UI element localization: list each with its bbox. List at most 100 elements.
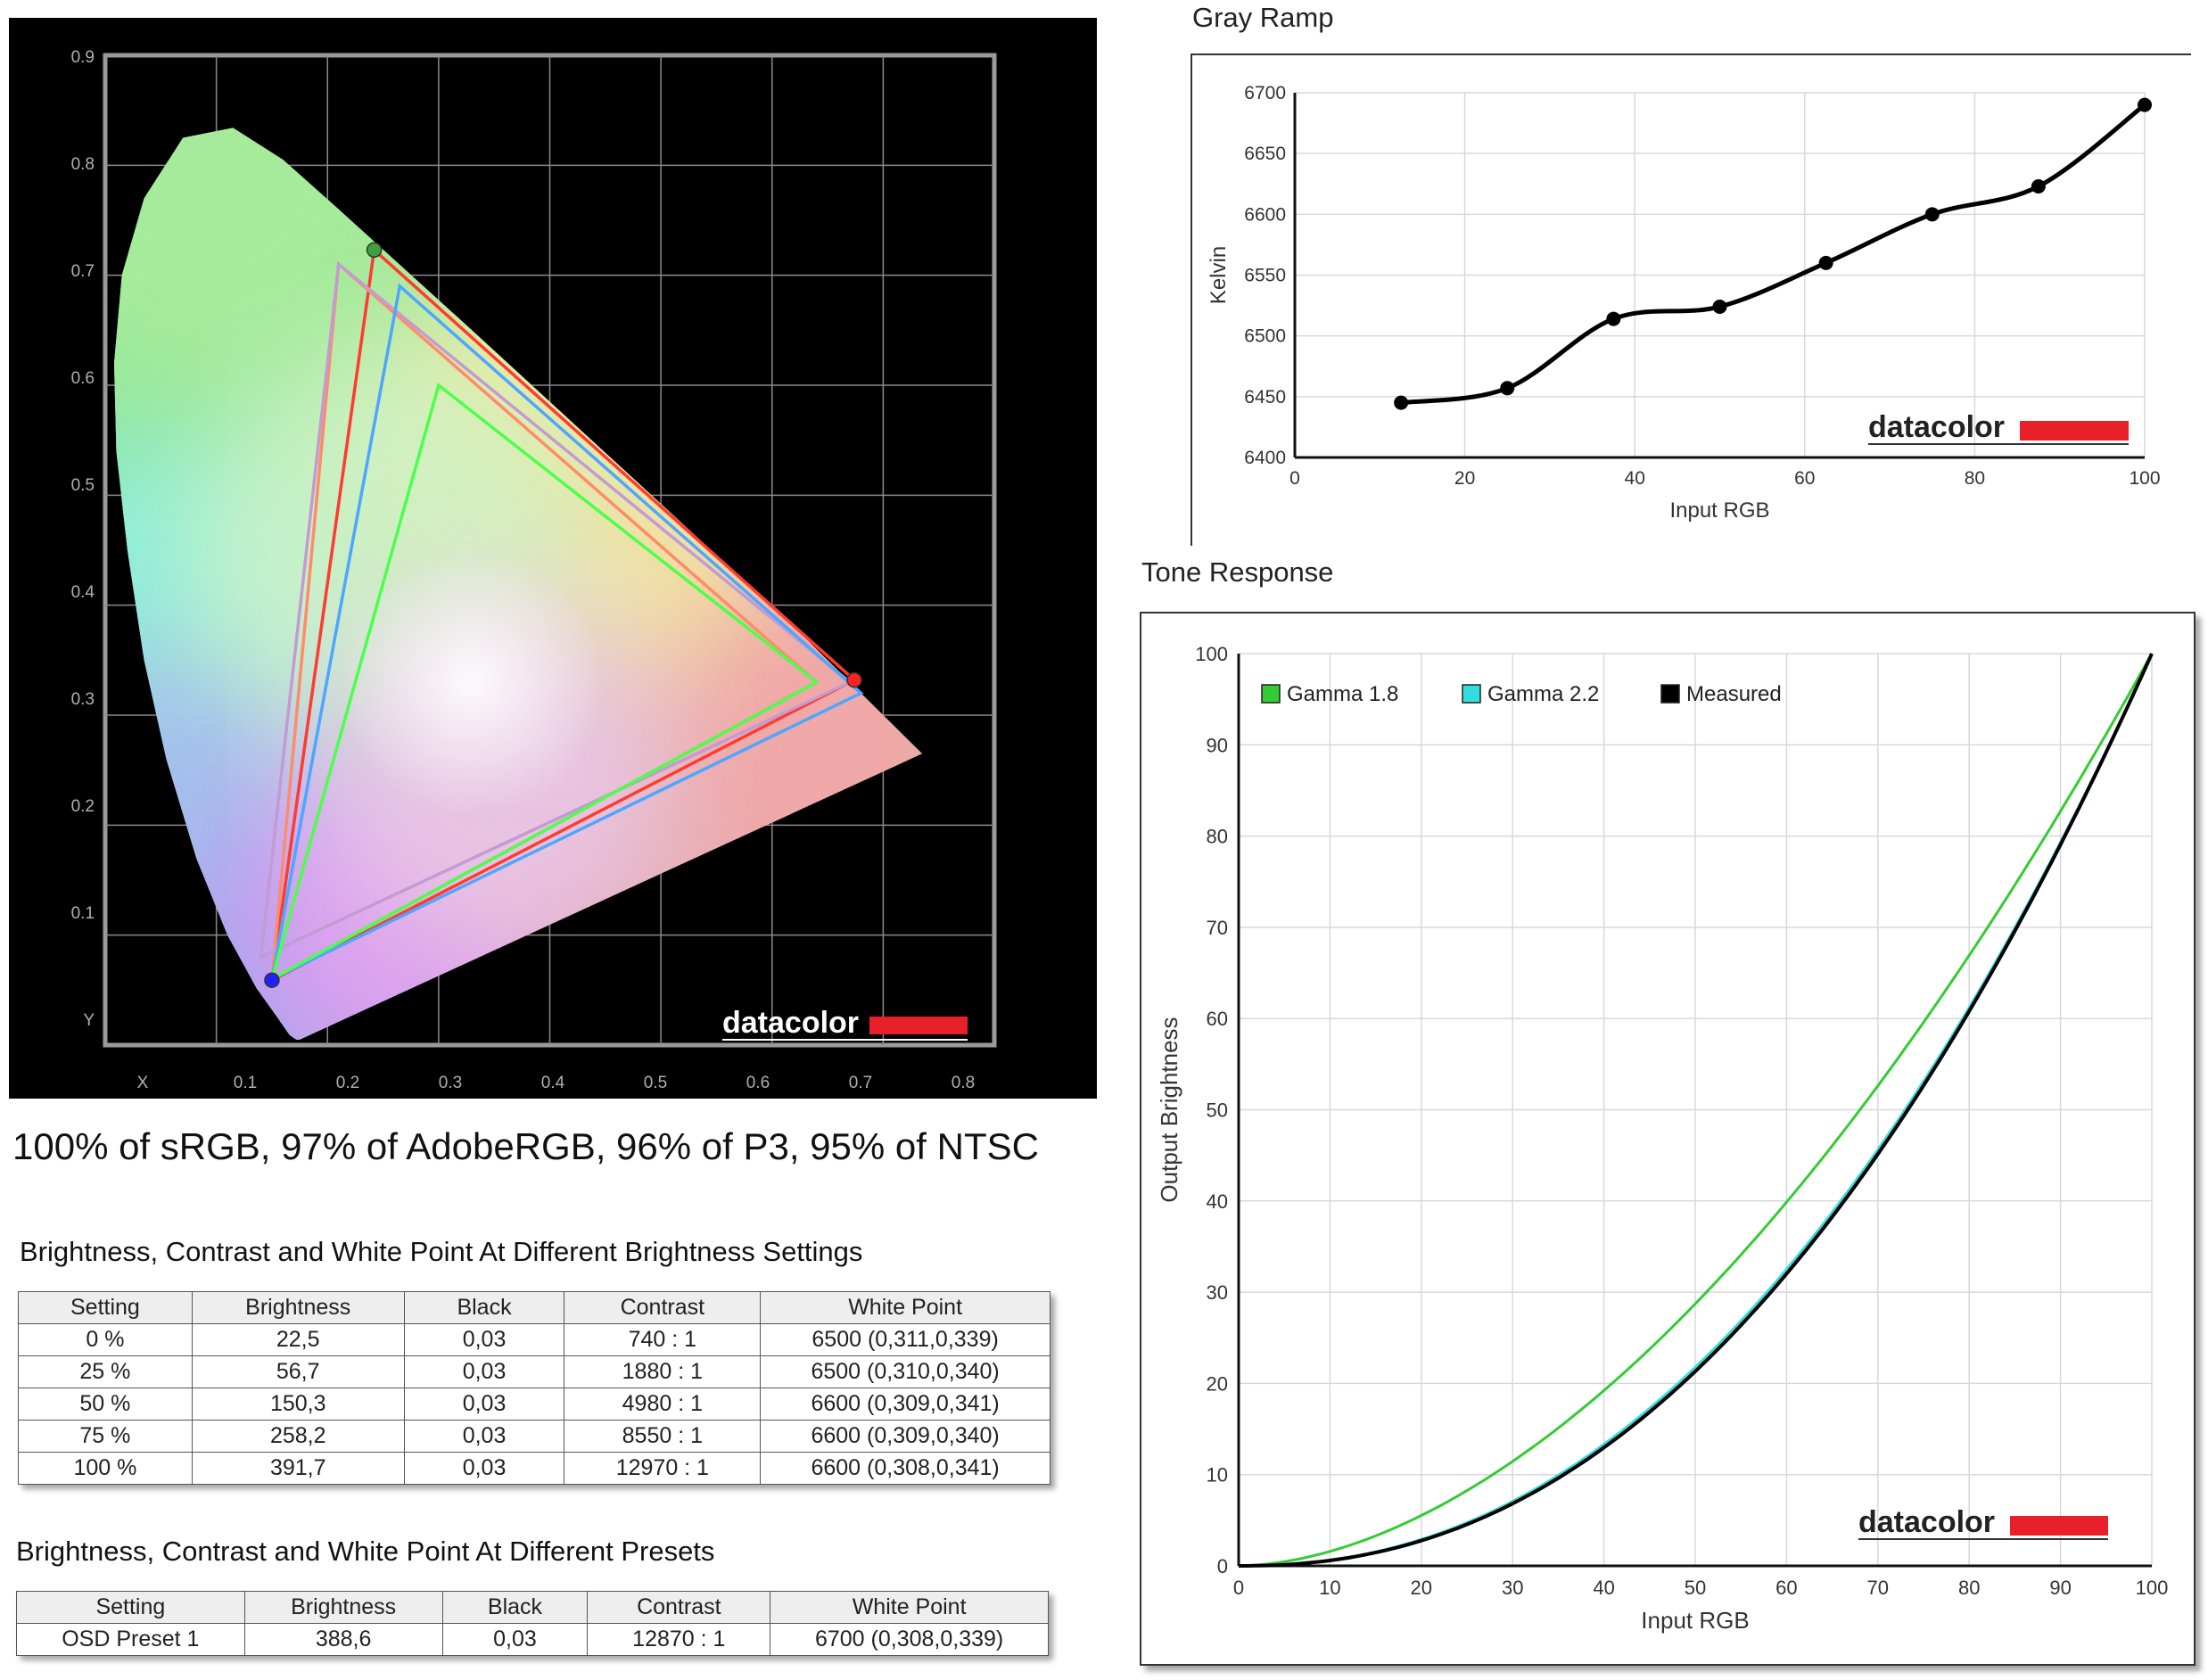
table-row: OSD Preset 1 388,6 0,03 12870 : 1 6700 (0,30… <box>16 1623 1049 1656</box>
tone-datacolor-logo: datacolor <box>1858 1505 2108 1540</box>
table-header-cell: Contrast <box>564 1291 762 1324</box>
presets-table-title: Brightness, Contrast and White Point At … <box>16 1536 715 1567</box>
table-header-cell: White Point <box>760 1291 1050 1324</box>
gray-ramp-point <box>2138 97 2152 112</box>
table-cell: 150,3 <box>191 1388 405 1421</box>
table-cell: 6600 (0,308,0,341) <box>760 1452 1050 1485</box>
cie-measured-primary-point <box>264 972 280 988</box>
cie-measured-primary-point <box>846 671 862 688</box>
table-cell: 391,7 <box>191 1452 405 1485</box>
gray-y-tick-label: 6650 <box>1244 144 1286 164</box>
gray-x-tick-label: 100 <box>2129 468 2160 489</box>
cie-logo-bar <box>869 1017 968 1034</box>
cie-gamut-triangle <box>269 246 858 984</box>
cie-chromaticity-chart: X 0.1 0.2 0.3 0.4 0.5 0.6 0.7 0.8 Y 0.1 0.2 0.3 0.4 0.… <box>9 18 1097 1099</box>
tone-y-tick-label: 40 <box>1207 1190 1228 1213</box>
cie-y-tick-label: 0.9 <box>71 48 95 67</box>
table-cell: 4980 : 1 <box>564 1388 762 1421</box>
gray-y-tick-label: 6700 <box>1244 83 1286 103</box>
presets-table: Setting Brightness Black Contrast White Poin… <box>16 1591 1049 1656</box>
table-cell: 740 : 1 <box>564 1323 762 1356</box>
cie-datacolor-logo: datacolor <box>722 1006 968 1041</box>
tone-logo-bar <box>2010 1516 2108 1536</box>
gray-x-tick-label: 0 <box>1289 468 1300 489</box>
tone-y-tick-label: 80 <box>1207 826 1228 848</box>
gray-x-tick-label: 80 <box>1965 468 1985 489</box>
cie-x-tick-label: 0.5 <box>644 1074 667 1092</box>
tone-y-tick-label: 70 <box>1207 917 1228 939</box>
gray-ramp-point <box>1394 395 1409 410</box>
cie-y-tick-label: 0.4 <box>71 583 95 602</box>
tone-response-title: Tone Response <box>1141 556 1334 588</box>
tone-x-axis-label: Input RGB <box>1641 1607 1749 1634</box>
tone-x-tick-label: 10 <box>1319 1577 1340 1599</box>
table-cell: 25 % <box>18 1355 193 1388</box>
table-cell: 100 % <box>18 1452 193 1485</box>
gray-y-axis-label: Kelvin <box>1207 246 1231 304</box>
tone-legend-swatch <box>1462 684 1481 704</box>
gray-ramp-chart: 0 20 40 60 80 100 6400 6450 6500 6550 6600 6650 6700… <box>1191 54 2191 546</box>
cie-y-tick-label: 0.7 <box>71 262 95 281</box>
tone-y-tick-label: 0 <box>1217 1555 1228 1577</box>
cie-x-tick-label: 0.2 <box>336 1074 359 1092</box>
table-cell: 0,03 <box>441 1623 589 1656</box>
gray-ramp-point <box>1500 381 1515 396</box>
gray-logo-bar <box>2020 421 2129 441</box>
table-cell: 0 % <box>18 1323 193 1356</box>
table-cell: 6500 (0,310,0,340) <box>760 1355 1050 1388</box>
tone-x-tick-label: 40 <box>1593 1577 1614 1599</box>
gray-y-tick-label: 6450 <box>1244 387 1286 408</box>
tone-y-tick-label: 90 <box>1207 734 1228 756</box>
gray-datacolor-logo: datacolor <box>1868 410 2129 445</box>
table-header-cell: Setting <box>18 1291 193 1324</box>
cie-color-region <box>113 128 449 419</box>
tone-x-tick-label: 80 <box>1958 1577 1980 1599</box>
gray-x-tick-label: 40 <box>1625 468 1645 489</box>
table-cell: 12970 : 1 <box>564 1452 762 1485</box>
brightness-settings-table: Setting Brightness Black Contrast White Poin… <box>18 1291 1050 1485</box>
cie-y-tick-label: 0.5 <box>71 476 95 495</box>
table-cell: 22,5 <box>191 1323 405 1356</box>
tone-x-tick-label: 50 <box>1685 1577 1706 1599</box>
table-header-cell: Brightness <box>191 1291 405 1324</box>
table-cell: 258,2 <box>191 1420 405 1453</box>
table-cell: 0,03 <box>403 1355 565 1388</box>
tone-x-tick-label: 60 <box>1775 1577 1797 1599</box>
tone-y-tick-label: 10 <box>1207 1464 1228 1486</box>
tone-x-tick-label: 90 <box>2049 1577 2071 1599</box>
table-header-cell: Setting <box>16 1591 245 1624</box>
table-cell: 6600 (0,309,0,340) <box>760 1420 1050 1453</box>
tone-response-chart: 0 10 20 30 40 50 60 70 80 90 100 0 10 20 30 40 50 60 70 80 9… <box>1140 612 2196 1666</box>
gray-y-tick-label: 6600 <box>1244 204 1286 225</box>
table-cell: 1880 : 1 <box>564 1355 762 1388</box>
cie-measured-primary-point <box>366 242 383 259</box>
tone-y-tick-label: 20 <box>1207 1372 1228 1395</box>
tone-y-axis-label: Output Brightness <box>1156 1017 1182 1202</box>
table-cell: 6700 (0,308,0,339) <box>770 1623 1049 1656</box>
table-cell: OSD Preset 1 <box>16 1623 245 1656</box>
tone-y-tick-label: 60 <box>1207 1008 1228 1030</box>
table-cell: 0,03 <box>403 1323 565 1356</box>
gray-ramp-point <box>2031 178 2046 194</box>
gray-ramp-title: Gray Ramp <box>1192 2 1334 33</box>
table-cell: 6500 (0,311,0,339) <box>760 1323 1050 1356</box>
table-cell: 0,03 <box>403 1452 565 1485</box>
cie-y-tick-label: 0.1 <box>71 904 95 923</box>
cie-logo-text: datacolor <box>722 1006 859 1040</box>
table-row: 100 % 391,7 0,03 12970 : 1 6600 (0,308,0,341… <box>18 1452 1050 1485</box>
cie-x-tick-label: 0.8 <box>952 1074 975 1092</box>
gray-logo-text: datacolor <box>1868 410 2005 444</box>
cie-y-tick-label: 0.3 <box>71 690 95 709</box>
cie-y-tick-label: 0.6 <box>71 369 95 388</box>
table-row: 50 % 150,3 0,03 4980 : 1 6600 (0,309,0,341) <box>18 1388 1050 1421</box>
table-header-cell: Brightness <box>243 1591 443 1624</box>
gray-ramp-line <box>1400 103 2146 406</box>
cie-y-tick-label: Y <box>83 1011 95 1030</box>
cie-color-region <box>642 530 922 923</box>
table-cell: 388,6 <box>243 1623 443 1656</box>
cie-x-tick-label: 0.6 <box>746 1074 770 1092</box>
cie-x-tick-label: 0.3 <box>439 1074 462 1092</box>
tone-x-tick-label: 30 <box>1502 1577 1523 1599</box>
table-cell: 12870 : 1 <box>587 1623 771 1656</box>
tone-legend-label: Measured <box>1686 682 1782 706</box>
